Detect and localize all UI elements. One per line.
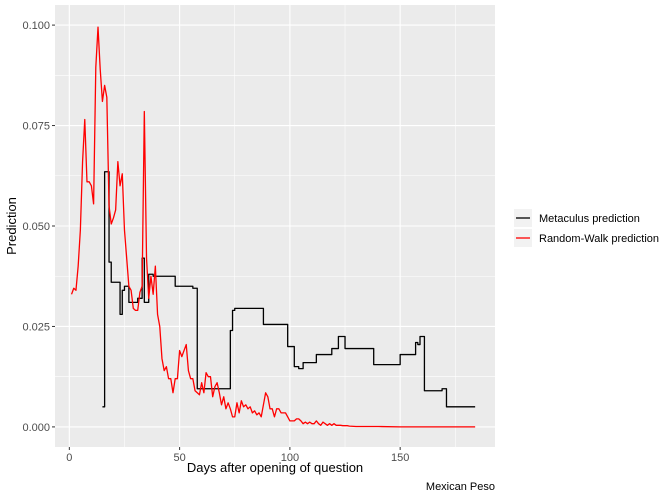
y-tick-label: 0.100	[22, 20, 50, 32]
x-tick-label: 100	[281, 452, 299, 464]
x-axis-title: Days after opening of question	[187, 460, 363, 475]
x-tick-label: 0	[66, 452, 72, 464]
y-tick-label: 0.075	[22, 121, 50, 133]
y-axis: 0.000 0.025 0.050 0.075 0.100	[22, 20, 55, 434]
series-line-random-walk	[70, 26, 476, 428]
y-tick-label: 0.000	[22, 422, 50, 434]
legend-label: Random-Walk prediction	[539, 233, 659, 245]
legend-label: Metaculus prediction	[539, 213, 640, 225]
x-axis: 0 50 100 150	[66, 447, 409, 464]
chart-caption: Mexican Peso	[426, 481, 495, 493]
y-axis-title: Prediction	[4, 197, 19, 255]
legend: Metaculus prediction Random-Walk predicti…	[514, 209, 659, 247]
y-tick-label: 0.050	[22, 221, 50, 233]
series-layer	[70, 26, 476, 428]
x-tick-label: 50	[173, 452, 185, 464]
y-tick-label: 0.025	[22, 321, 50, 333]
major-gridlines	[55, 5, 495, 447]
x-tick-label: 150	[391, 452, 409, 464]
